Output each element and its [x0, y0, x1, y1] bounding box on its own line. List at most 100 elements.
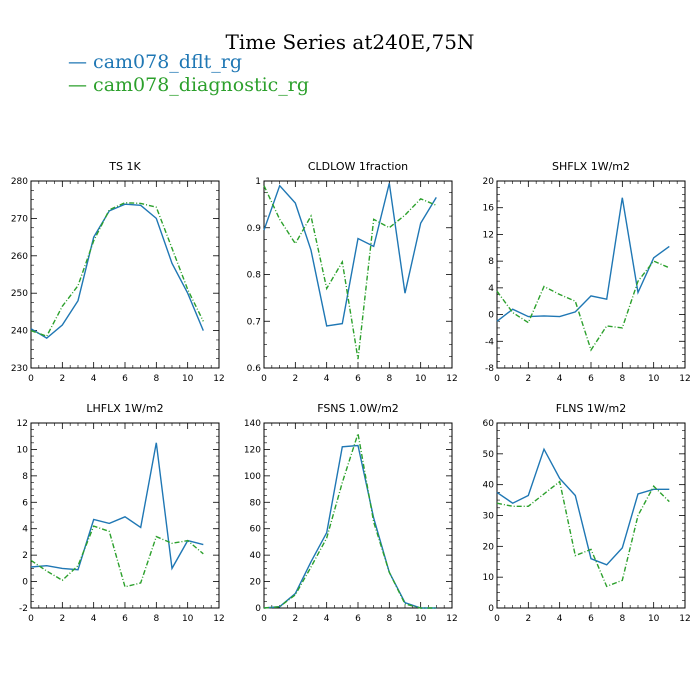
x-tick-label: 10 [182, 374, 194, 384]
y-tick-label: 20 [250, 578, 262, 588]
x-tick-label: 10 [415, 614, 427, 624]
plot-frame [30, 422, 220, 609]
y-tick-label: 16 [483, 204, 495, 214]
x-tick-label: 6 [355, 614, 361, 624]
chart-title: LHFLX 1W/m2 [86, 402, 163, 415]
y-tick-label: 0.8 [247, 271, 262, 281]
x-tick-label: 4 [324, 614, 330, 624]
y-tick-label: 0.6 [247, 364, 262, 374]
x-tick-label: 12 [679, 614, 690, 624]
x-tick-label: 2 [525, 374, 531, 384]
plot-frame [496, 422, 686, 609]
x-tick-label: 10 [648, 374, 660, 384]
x-tick-label: 12 [213, 374, 224, 384]
series-line-dflt [30, 442, 204, 571]
x-tick-label: 8 [386, 614, 392, 624]
x-tick-label: 6 [122, 374, 128, 384]
x-tick-label: 6 [588, 614, 594, 624]
chart-title: CLDLOW 1fraction [308, 160, 408, 173]
y-tick-label: 140 [244, 419, 261, 429]
y-tick-label: -4 [485, 337, 494, 347]
y-tick-label: 6 [22, 498, 28, 508]
series-line-dflt [30, 203, 204, 339]
y-tick-label: 230 [11, 364, 28, 374]
y-tick-label: 240 [11, 327, 28, 337]
y-tick-label: -2 [19, 604, 28, 614]
x-tick-label: 2 [525, 614, 531, 624]
y-tick-label: 10 [17, 445, 29, 455]
y-tick-label: 12 [483, 230, 494, 240]
x-tick-label: 4 [557, 614, 563, 624]
y-tick-label: 60 [250, 525, 262, 535]
x-tick-label: 6 [588, 374, 594, 384]
legend-line-marker: — [68, 51, 87, 73]
plot-frame [263, 422, 453, 609]
y-tick-label: 8 [488, 257, 494, 267]
x-tick-label: 0 [494, 614, 500, 624]
y-tick-label: 40 [250, 551, 262, 561]
plot-frame [263, 180, 453, 369]
series-line-dflt [263, 444, 437, 609]
x-tick-label: 12 [679, 374, 690, 384]
y-tick-label: 4 [22, 525, 28, 535]
x-tick-label: 6 [355, 374, 361, 384]
y-tick-label: 30 [483, 512, 495, 522]
x-tick-label: 4 [91, 374, 97, 384]
x-tick-label: 10 [648, 614, 660, 624]
x-tick-label: 0 [261, 614, 267, 624]
series-line-dflt [496, 197, 670, 322]
y-tick-label: 100 [244, 472, 261, 482]
y-tick-label: 250 [11, 289, 28, 299]
y-tick-label: 0 [488, 311, 494, 321]
x-tick-label: 2 [59, 374, 65, 384]
y-tick-label: 8 [22, 472, 28, 482]
chart-panel: CLDLOW 1fraction 0 2 4 6 8 10 12 0.6 0.7 0.8 0.9 1 [247, 160, 458, 384]
y-tick-label: 50 [483, 450, 495, 460]
y-tick-label: 0.9 [247, 224, 262, 234]
series-line-diagnostic [263, 433, 437, 609]
x-tick-label: 0 [28, 614, 34, 624]
y-tick-label: 2 [22, 551, 28, 561]
y-tick-label: -8 [485, 364, 494, 374]
legend-line-marker: — [68, 74, 87, 96]
series-line-diagnostic [263, 185, 437, 360]
chart-panel: FLNS 1W/m2 0 2 4 6 8 10 12 0 10 20 30 40 50 60 [483, 402, 691, 624]
series-line-diagnostic [30, 525, 204, 588]
series-line-dflt [496, 447, 670, 566]
chart-title: TS 1K [108, 160, 141, 173]
y-tick-label: 40 [483, 481, 495, 491]
y-tick-label: 4 [488, 284, 494, 294]
x-tick-label: 8 [619, 614, 625, 624]
series-line-diagnostic [30, 201, 204, 338]
series-line-dflt [263, 183, 437, 327]
y-tick-label: 0 [22, 578, 28, 588]
x-tick-label: 6 [122, 614, 128, 624]
legend-entry-diagnostic: — cam078_diagnostic_rg [68, 74, 309, 96]
chart-panel: TS 1K 0 2 4 6 8 10 12 230 240 250 260 270 280 [11, 160, 225, 384]
y-tick-label: 60 [483, 419, 495, 429]
x-tick-label: 2 [292, 614, 298, 624]
y-tick-label: 260 [11, 252, 28, 262]
plot-frame [496, 180, 686, 369]
x-tick-label: 0 [28, 374, 34, 384]
plot-frame [30, 180, 220, 369]
x-tick-label: 4 [91, 614, 97, 624]
x-tick-label: 2 [59, 614, 65, 624]
x-tick-label: 4 [557, 374, 563, 384]
x-tick-label: 12 [213, 614, 224, 624]
x-tick-label: 10 [415, 374, 427, 384]
y-tick-label: 80 [250, 498, 262, 508]
x-tick-label: 8 [386, 374, 392, 384]
y-tick-label: 0 [488, 604, 494, 614]
legend-label-dflt: cam078_dflt_rg [93, 51, 243, 73]
x-tick-label: 8 [619, 374, 625, 384]
y-tick-label: 280 [11, 177, 28, 187]
x-tick-label: 12 [446, 374, 457, 384]
legend-label-diagnostic: cam078_diagnostic_rg [93, 74, 310, 96]
x-tick-label: 10 [182, 614, 194, 624]
y-tick-label: 10 [483, 573, 495, 583]
series-line-diagnostic [496, 480, 670, 588]
x-tick-label: 2 [292, 374, 298, 384]
